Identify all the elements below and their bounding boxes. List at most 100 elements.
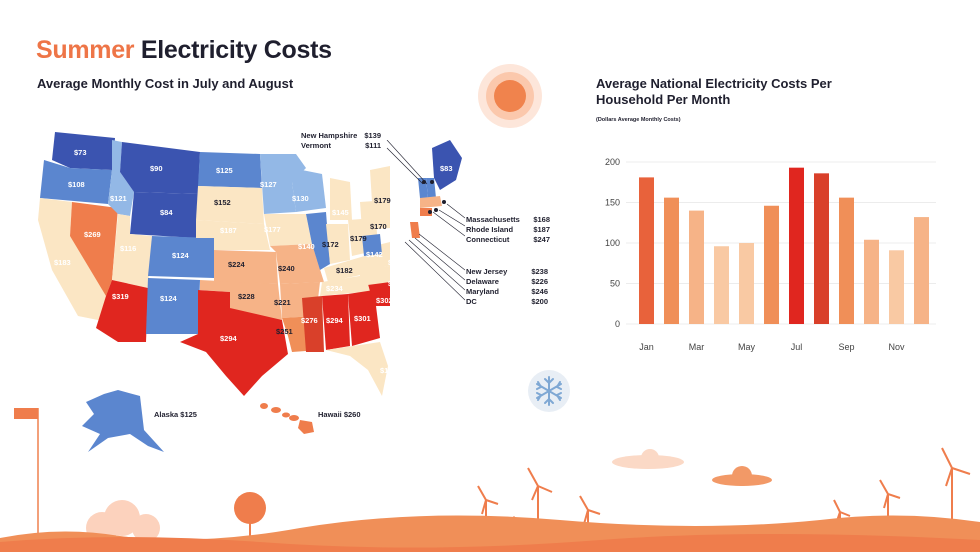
label-fl: $181 <box>380 366 397 375</box>
state-wv <box>362 234 382 256</box>
label-ms: $276 <box>301 316 318 325</box>
state-mi <box>330 178 352 220</box>
label-co: $124 <box>172 251 189 260</box>
label-mo: $240 <box>278 264 295 273</box>
callout-ma: Massachusetts $168 <box>466 215 550 224</box>
label-az: $319 <box>112 292 129 301</box>
bar-jan <box>639 177 654 324</box>
bar-feb <box>664 197 679 324</box>
state-co <box>148 236 214 278</box>
title-rest: Electricity Costs <box>140 36 332 64</box>
state-wi <box>292 168 326 212</box>
state-ga <box>348 290 380 346</box>
bar-may <box>739 243 754 324</box>
state-nd <box>198 152 262 188</box>
callout-md: Maryland $246 <box>466 287 548 296</box>
label-mt: $90 <box>150 164 163 173</box>
title-accent: Summer <box>36 36 135 64</box>
state-ms <box>302 296 324 352</box>
label-ks: $224 <box>228 260 245 269</box>
callout-nj: New Jersey $238 <box>466 267 548 276</box>
state-nv <box>70 202 118 296</box>
label-pa: $170 <box>370 222 387 231</box>
hills-front <box>0 534 980 552</box>
label-sd: $152 <box>214 198 231 207</box>
state-nj <box>410 222 420 238</box>
label-ne: $187 <box>220 226 237 235</box>
state-mo <box>270 244 324 284</box>
alaska-label: Alaska $125 <box>154 410 197 419</box>
label-nv: $269 <box>84 230 101 239</box>
flag <box>14 408 38 419</box>
state-ma <box>420 196 442 208</box>
y-tick-label: 100 <box>605 238 620 248</box>
flag-pole <box>37 408 39 548</box>
state-ca <box>38 198 122 322</box>
state-pa <box>360 200 390 230</box>
bar-jun <box>764 205 779 324</box>
label-al: $294 <box>326 316 343 325</box>
bar-aug <box>814 173 829 324</box>
state-ct <box>420 208 432 216</box>
state-nm <box>146 278 200 334</box>
tree <box>234 492 266 524</box>
label-sc: $302 <box>376 296 393 305</box>
bar-apr <box>714 246 729 324</box>
label-wi: $130 <box>292 194 309 203</box>
label-mn: $127 <box>260 180 277 189</box>
state-al <box>322 294 350 350</box>
northeast-detail <box>410 140 462 238</box>
callout-ct: Connecticut $247 <box>466 235 550 244</box>
label-mi: $145 <box>332 208 349 217</box>
state-mt <box>120 142 200 194</box>
hawaii-shape <box>260 403 314 434</box>
label-ia: $177 <box>264 225 281 234</box>
label-va: $221 <box>388 258 405 267</box>
state-in <box>326 224 350 264</box>
y-tick-label: 0 <box>615 319 620 329</box>
state-ia <box>264 214 312 246</box>
label-wa: $73 <box>74 148 87 157</box>
bar-oct <box>864 239 879 324</box>
bar-chart: 0 50 100 150 200 Jan Mar May Jul Sep Nov <box>596 150 946 360</box>
x-tick-label: Jul <box>791 342 803 352</box>
state-id <box>108 140 134 216</box>
bar-sep <box>839 197 854 324</box>
bar-mar <box>689 210 704 324</box>
state-sd <box>196 186 264 224</box>
state-ne <box>196 220 270 250</box>
cloud-right <box>712 466 772 486</box>
callout-de: Delaware $226 <box>466 277 548 286</box>
alaska-shape <box>82 390 164 452</box>
state-ut <box>112 214 152 288</box>
chart-subtitle: (Dollars Average Monthly Costs) <box>596 117 681 123</box>
label-id: $121 <box>110 194 127 203</box>
state-tx <box>180 290 288 396</box>
state-az <box>96 280 148 342</box>
y-tick-label: 50 <box>610 279 620 289</box>
label-ca: $183 <box>54 258 71 267</box>
label-wv: $142 <box>366 250 383 259</box>
label-ky: $182 <box>336 266 353 275</box>
x-tick-label: Jan <box>639 342 654 352</box>
cloud-right-top <box>612 449 684 469</box>
state-me <box>432 140 462 190</box>
chart-title: Average National Electricity Costs Per H… <box>596 76 832 107</box>
state-ks <box>214 250 278 284</box>
bar-dec <box>914 217 929 324</box>
y-tick-label: 200 <box>605 157 620 167</box>
label-wy: $84 <box>160 208 173 217</box>
map-subtitle: Average Monthly Cost in July and August <box>37 76 294 91</box>
label-me: $83 <box>440 164 453 173</box>
x-tick-label: Sep <box>838 342 854 352</box>
state-ny <box>370 166 390 202</box>
label-la: $251 <box>276 327 293 336</box>
callout-dc: DC $200 <box>466 297 548 306</box>
state-wa <box>52 132 115 170</box>
us-map: $73 $108 $183 $269 $121 $90 $84 $116 $12… <box>30 120 405 400</box>
sun-icon <box>478 64 542 128</box>
x-tick-label: Nov <box>888 342 905 352</box>
label-ut: $116 <box>120 244 137 253</box>
snowflake-icon <box>527 369 571 413</box>
x-tick-label: May <box>738 342 756 352</box>
